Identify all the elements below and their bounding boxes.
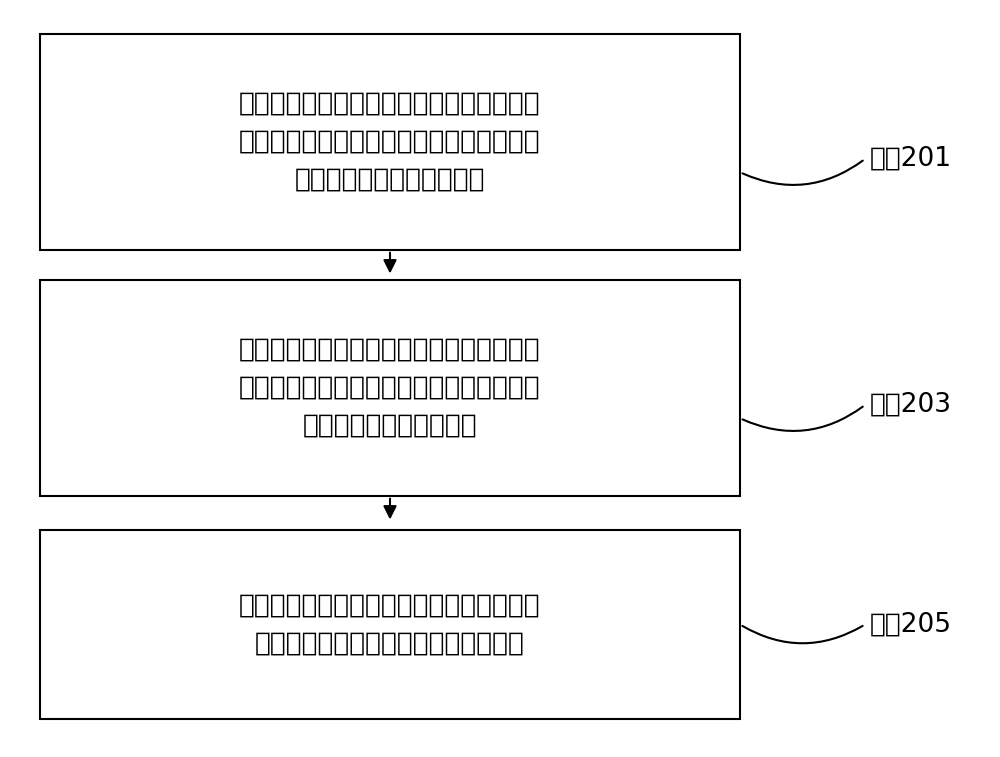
Text: 基于视频编码数据的分层标识符对带透明度
的视频编码数据进行比特流过滤处理，得到
基础层码流和阿尔法层码流: 基于视频编码数据的分层标识符对带透明度 的视频编码数据进行比特流过滤处理，得到 …	[239, 91, 541, 193]
Text: 步骤205: 步骤205	[870, 612, 952, 637]
Bar	[40, 280, 740, 496]
Text: 步骤201: 步骤201	[870, 146, 952, 172]
Text: 步骤203: 步骤203	[870, 392, 952, 418]
Text: 通过基础层码流的解码器分别对基础层码流
和阿尔法层码流进行解码处理，得到基础层
图像流和阿尔法层图像流: 通过基础层码流的解码器分别对基础层码流 和阿尔法层码流进行解码处理，得到基础层 …	[239, 337, 541, 439]
Text: 对基础层图像流和阿尔法层图像流进行图像
合成处理，得到带透明度的视频图像流: 对基础层图像流和阿尔法层图像流进行图像 合成处理，得到带透明度的视频图像流	[239, 593, 541, 656]
Bar	[40, 34, 740, 250]
Bar	[40, 530, 740, 719]
